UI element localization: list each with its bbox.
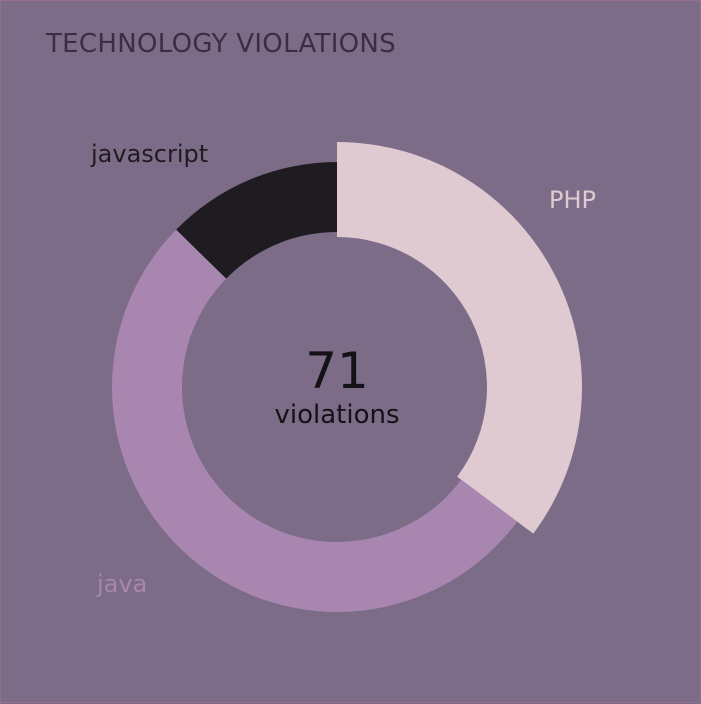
donut-slices [111,142,582,613]
slice-label-java: java [96,570,147,598]
slice-label-javascript: javascript [90,140,208,168]
donut-slice-javascript[interactable] [176,162,337,279]
center-total-value: 71 [305,342,369,400]
donut-slice-php[interactable] [337,142,582,534]
slice-label-php: PHP [549,186,596,214]
panel-title: TECHNOLOGY VIOLATIONS [46,29,396,59]
center-total-unit: violations [274,400,399,430]
slice-labels: PHP java javascript [90,140,596,598]
donut-slice-java[interactable] [111,229,518,613]
